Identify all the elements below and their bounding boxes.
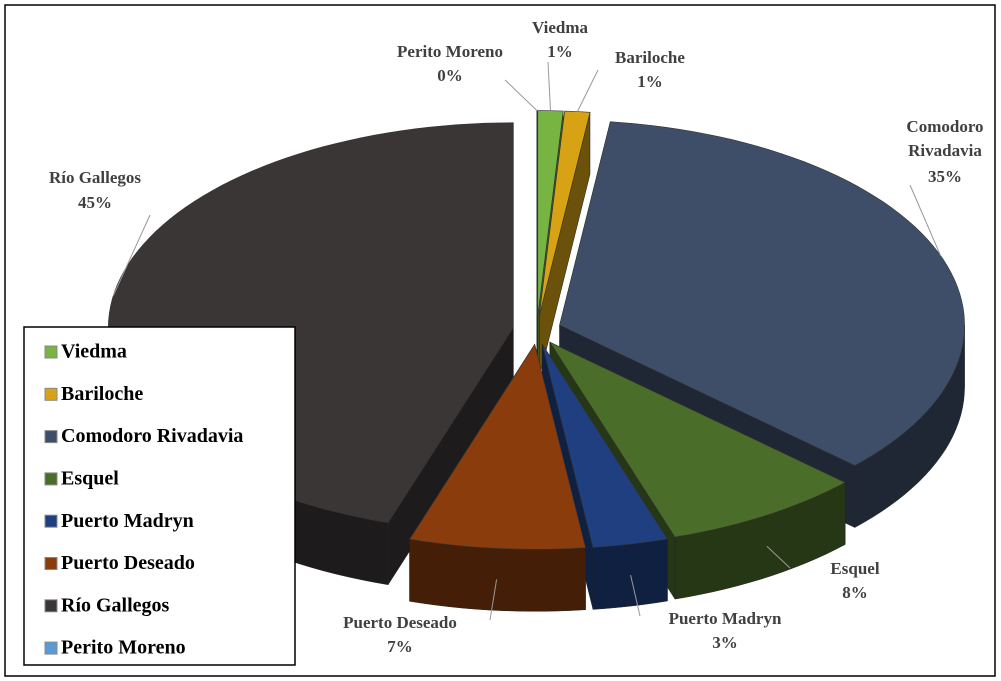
leader-line <box>766 545 791 569</box>
legend-box <box>23 326 296 666</box>
slice <box>541 343 668 548</box>
slice-side <box>592 538 668 610</box>
leader-line <box>547 61 551 111</box>
legend-label: Río Gallegos <box>61 594 170 616</box>
legend-swatch <box>44 387 58 401</box>
slice <box>549 341 846 538</box>
legend-swatch <box>44 557 58 570</box>
legend-label: Viedma <box>61 341 127 363</box>
slice-value: 35% <box>928 167 962 186</box>
legend-swatch <box>44 514 58 528</box>
slice-label: Esquel <box>830 559 879 578</box>
slice-value: 45% <box>78 193 112 212</box>
legend-label: Puerto Madryn <box>61 510 194 532</box>
legend: Viedma Bariloche Comodoro Rivadavia Esquel P… <box>44 341 243 659</box>
labels: Viedma 1% Bariloche 1% Comodoro Rivadavia 35% E… <box>49 18 984 656</box>
pie <box>107 110 965 612</box>
leader-line <box>504 79 538 111</box>
slice-label: Río Gallegos <box>49 168 141 187</box>
slice <box>409 343 586 550</box>
slice-value: 8% <box>842 583 868 602</box>
slice-value: 0% <box>437 66 463 85</box>
leader-line <box>576 69 599 112</box>
slice-value: 1% <box>637 72 663 91</box>
legend-swatch <box>44 599 58 613</box>
legend-label: Esquel <box>61 467 119 489</box>
slice-label: Comodoro Rivadavia <box>906 117 983 160</box>
legend-swatch <box>44 345 58 359</box>
slice-label: Puerto Madryn <box>669 609 782 628</box>
leader-line <box>909 184 942 256</box>
leader-line <box>630 574 641 617</box>
legend-swatch <box>44 472 58 486</box>
legend-label: Perito Moreno <box>61 637 186 659</box>
leader-line <box>112 214 151 296</box>
slice-label: Perito Moreno <box>397 42 503 61</box>
slice-value: 1% <box>547 42 573 61</box>
legend-label: Puerto Deseado <box>61 552 195 574</box>
legend-label: Comodoro Rivadavia <box>61 425 243 447</box>
slice-label: Viedma <box>532 18 589 37</box>
slice-value: 7% <box>387 637 413 656</box>
slice-side <box>409 539 586 612</box>
slice-label: Puerto Deseado <box>343 613 457 632</box>
slice-label: Bariloche <box>615 48 685 67</box>
slice-value: 3% <box>712 633 738 652</box>
legend-swatch <box>44 430 58 444</box>
leader-line <box>489 579 498 621</box>
legend-label: Bariloche <box>61 383 143 405</box>
legend-swatch <box>44 641 58 655</box>
